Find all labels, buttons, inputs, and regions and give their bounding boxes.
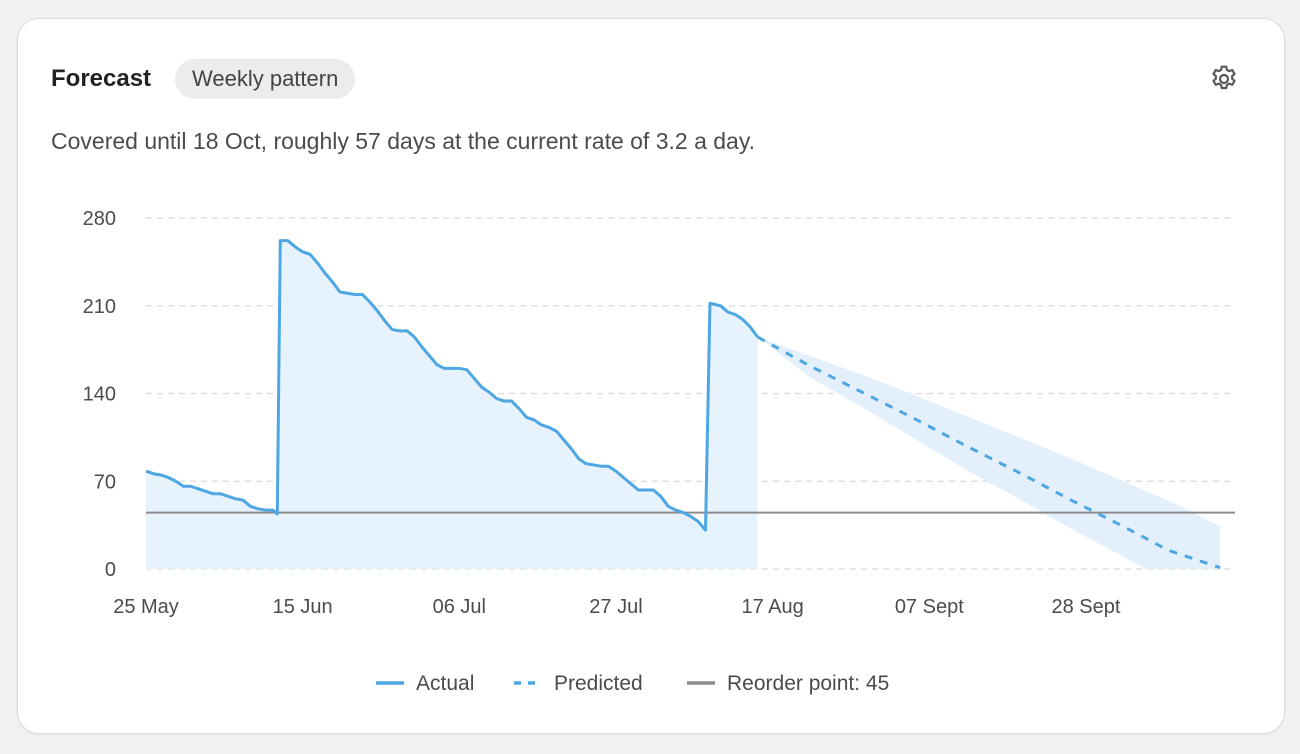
coverage-summary: Covered until 18 Oct, roughly 57 days at… [51, 128, 756, 154]
pattern-pill[interactable]: Weekly pattern [175, 59, 356, 99]
card-title: Forecast [51, 65, 152, 92]
gear-icon[interactable] [1208, 63, 1240, 95]
y-tick-label: 0 [105, 559, 116, 581]
legend: Actual Predicted Reorder point: 45 [376, 672, 889, 695]
x-tick-label: 07 Sept [895, 596, 964, 618]
x-tick-label: 28 Sept [1051, 596, 1120, 618]
predicted-series-line [756, 335, 1221, 570]
x-tick-label: 27 Jul [589, 596, 642, 618]
actual-area [146, 240, 758, 570]
x-tick-label: 17 Aug [741, 596, 803, 618]
x-tick-label: 25 May [113, 596, 179, 618]
legend-label-actual: Actual [416, 672, 474, 695]
forecast-card: Forecast Weekly pattern Covered until 18… [17, 18, 1285, 734]
legend-label-predicted: Predicted [554, 672, 643, 695]
legend-item-reorder[interactable]: Reorder point: 45 [687, 672, 889, 695]
legend-item-predicted[interactable]: Predicted [514, 672, 643, 695]
actual-series-line [145, 239, 759, 532]
prediction-band [757, 337, 1221, 569]
x-tick-label: 15 Jun [273, 596, 333, 618]
x-tick-label: 06 Jul [433, 596, 486, 618]
y-tick-label: 280 [83, 208, 116, 230]
legend-item-actual[interactable]: Actual [376, 672, 474, 695]
y-tick-label: 210 [83, 296, 116, 318]
y-tick-label: 70 [94, 471, 116, 493]
legend-label-reorder: Reorder point: 45 [727, 672, 889, 695]
x-axis-ticks: 25 May 15 Jun 06 Jul 27 Jul 17 Aug 07 Sept 28 … [113, 596, 1121, 618]
y-axis-ticks: 0 70 140 210 280 [83, 208, 116, 581]
y-tick-label: 140 [83, 384, 116, 406]
